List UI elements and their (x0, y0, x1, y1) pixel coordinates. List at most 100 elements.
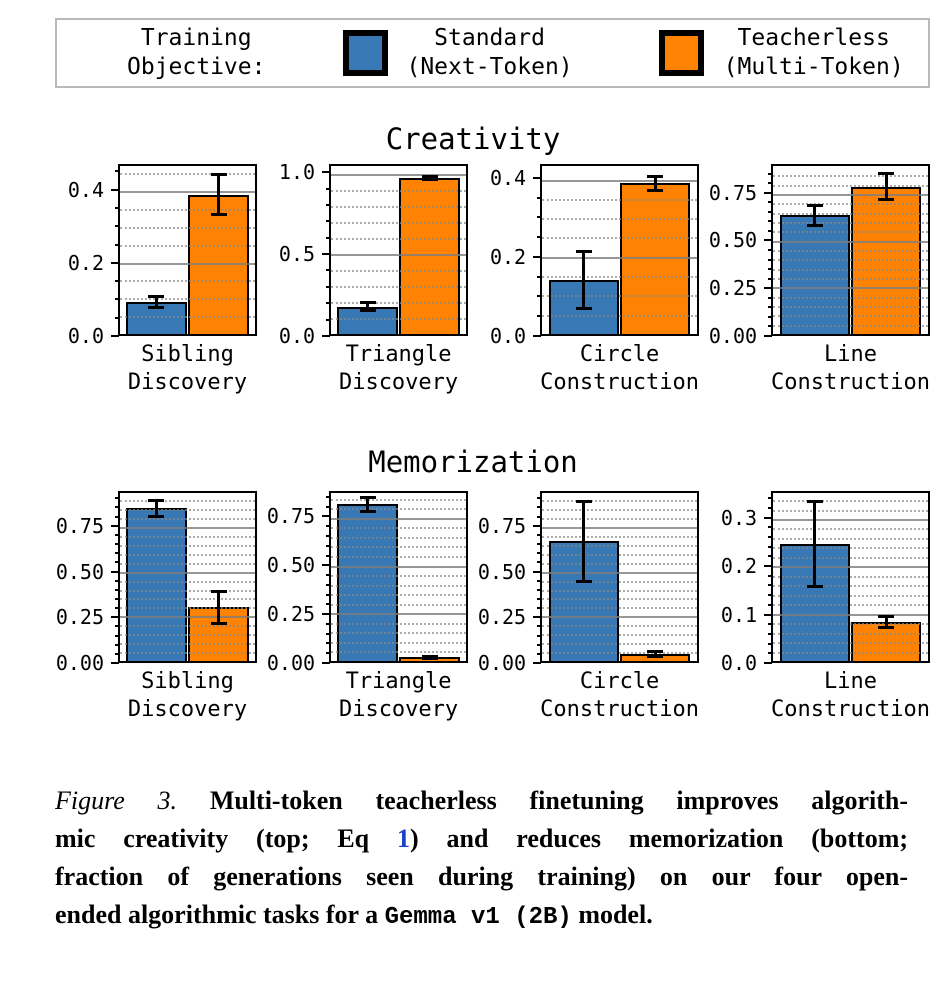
caption-line: fraction of generations seen during trai… (55, 858, 908, 896)
y-minor-tick-mark (326, 495, 331, 498)
plot-area (329, 491, 469, 663)
figure-page: Training Objective: Standard (Next-Token… (0, 18, 946, 982)
y-axis: 0.0 0.1 0.2 0.3 (711, 491, 773, 675)
plot-area (118, 164, 258, 336)
category-label: Line Construction (771, 663, 930, 724)
category-label-line: Discovery (127, 697, 248, 722)
error-bar-cap (575, 579, 592, 583)
error-bar-cap (359, 309, 376, 313)
error-bar-cap (148, 514, 165, 518)
category-label: Sibling Discovery (118, 663, 257, 724)
minor-gridline (542, 643, 698, 646)
minor-gridline (773, 184, 928, 187)
y-tick-mark (111, 524, 119, 527)
minor-gridline (773, 306, 928, 308)
minor-gridline (120, 518, 256, 521)
category-label-line: Construction (771, 697, 930, 722)
y-axis: 0.0 0.2 0.4 (58, 164, 119, 348)
y-minor-tick-mark (326, 525, 331, 528)
y-axis: 0.00 0.25 0.50 0.75 (266, 491, 331, 675)
minor-gridline (773, 547, 928, 550)
error-bar (154, 296, 158, 308)
y-minor-tick-mark (537, 652, 542, 655)
y-minor-tick-mark (537, 643, 542, 646)
major-gridline (120, 191, 256, 194)
minor-gridline (331, 270, 467, 272)
minor-gridline (542, 598, 698, 601)
minor-gridline (542, 276, 698, 279)
minor-gridline (542, 634, 698, 637)
minor-gridline (542, 580, 698, 583)
legend-label-standard-line1: Standard (434, 25, 545, 51)
major-gridline (542, 526, 698, 529)
y-minor-tick-mark (768, 497, 773, 500)
y-tick-label: 0.0 (278, 324, 316, 348)
minor-gridline (542, 589, 698, 592)
error-bar-cap (806, 224, 823, 228)
minor-gridline (331, 238, 467, 240)
y-axis: 0.0 0.5 1.0 (269, 160, 331, 348)
plot-area (118, 491, 258, 663)
creativity-panels: 0.0 0.2 0.4 Sibling Discovery 0.0 0.5 1.0 Triang… (58, 160, 930, 397)
y-minor-tick-mark (326, 318, 331, 321)
y-minor-tick-mark (537, 216, 542, 219)
y-minor-tick-mark (768, 210, 773, 213)
minor-gridline (120, 226, 256, 229)
error-bar-cap (359, 301, 376, 305)
y-minor-tick-mark (115, 170, 119, 173)
y-minor-tick-mark (768, 172, 773, 175)
minor-gridline (331, 546, 467, 549)
y-tick-label: 0.00 (477, 651, 527, 675)
error-bar-cap (421, 654, 438, 658)
minor-gridline (773, 642, 928, 645)
bar-standard (337, 504, 398, 661)
minor-gridline (120, 535, 256, 538)
y-axis: 0.00 0.25 0.50 0.75 (478, 491, 542, 675)
category-label-line: Line (824, 342, 878, 367)
chart-panel-line-construction: 0.0 0.1 0.2 0.3 Line Construction (711, 491, 930, 724)
legend-entry-standard: Standard (Next-Token) (343, 24, 573, 82)
minor-gridline (120, 173, 256, 176)
category-label-line: Circle (579, 669, 660, 694)
y-minor-tick-mark (768, 642, 773, 645)
minor-gridline (331, 286, 467, 288)
y-tick-mark (764, 335, 773, 337)
category-label-line: Discovery (127, 370, 248, 395)
minor-gridline (773, 222, 928, 224)
minor-gridline (331, 651, 467, 654)
y-minor-tick-mark (326, 203, 331, 206)
y-minor-tick-mark (326, 302, 331, 305)
plot-area (540, 491, 700, 663)
y-tick-mark (322, 564, 331, 567)
caption-text: fraction of generations seen during trai… (55, 862, 908, 891)
y-minor-tick-mark (768, 229, 773, 232)
error-bar-cap (421, 175, 438, 179)
eq-1-link[interactable]: 1 (397, 824, 411, 853)
y-tick-mark (111, 570, 119, 573)
y-minor-tick-mark (537, 515, 542, 518)
minor-gridline (542, 509, 698, 512)
major-gridline (120, 526, 256, 529)
y-minor-tick-mark (326, 632, 331, 635)
y-minor-tick-mark (768, 603, 773, 606)
error-bar-cap (148, 306, 165, 310)
minor-gridline (120, 553, 256, 556)
minor-gridline (331, 594, 467, 597)
minor-gridline (331, 206, 467, 208)
chart-panel-sibling-discovery: 0.00 0.25 0.50 0.75 Sibling Discovery (56, 491, 258, 724)
minor-gridline (773, 250, 928, 252)
y-minor-tick-mark (115, 316, 119, 319)
major-gridline (542, 179, 698, 182)
category-label: Triangle Discovery (329, 663, 468, 724)
y-tick-label: 0.50 (266, 553, 316, 578)
minor-gridline (120, 500, 256, 503)
error-bar (813, 501, 817, 587)
y-minor-tick-mark (115, 652, 119, 655)
plot-area (771, 491, 930, 663)
minor-gridline (120, 643, 256, 646)
y-tick-mark (111, 261, 119, 264)
y-tick-mark (322, 253, 331, 256)
major-gridline (773, 613, 928, 616)
y-tick-mark (322, 171, 331, 174)
y-tick-label: 0.0 (489, 324, 527, 348)
